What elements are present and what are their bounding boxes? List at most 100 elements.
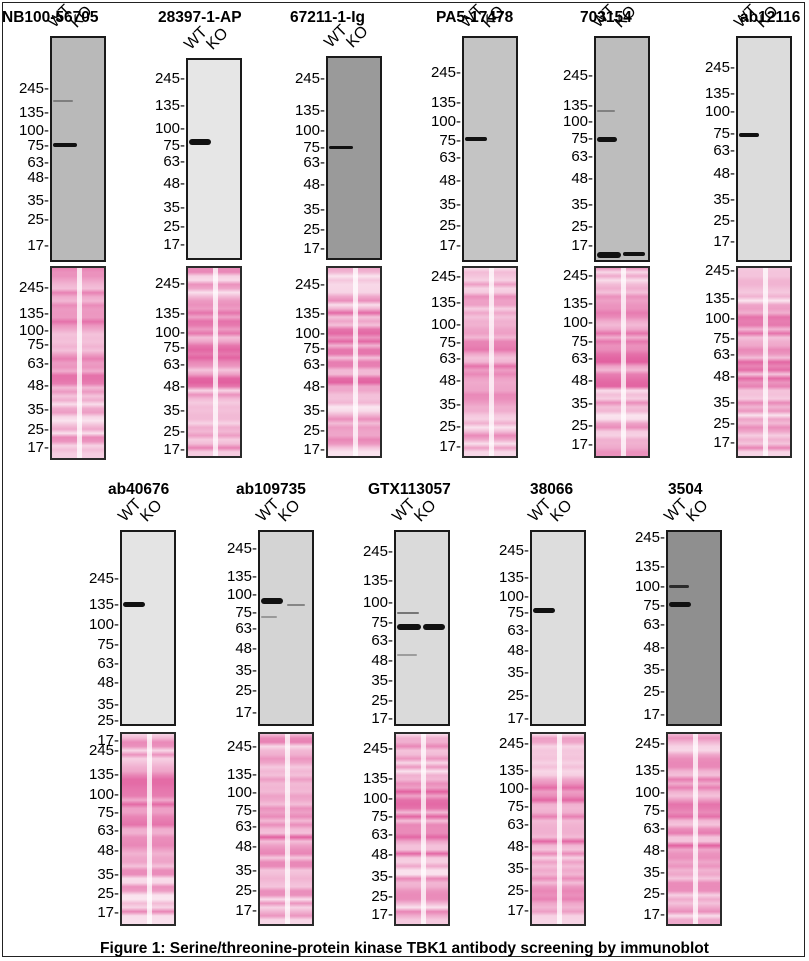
mw-marker: 48- <box>163 378 185 395</box>
mw-marker: 17- <box>235 902 257 919</box>
mw-marker: 25- <box>371 888 393 905</box>
immunoblot <box>120 530 176 726</box>
ponceau-stain <box>666 732 722 926</box>
mw-marker: 245- <box>431 64 461 81</box>
ponceau-stain <box>530 732 586 926</box>
protein-band <box>423 624 445 630</box>
immunoblot <box>258 530 314 726</box>
mw-marker: 17- <box>507 902 529 919</box>
mw-marker: 25- <box>27 421 49 438</box>
protein-band <box>397 612 419 614</box>
mw-marker: 48- <box>235 838 257 855</box>
mw-marker: 245- <box>89 570 119 587</box>
protein-band <box>623 252 645 256</box>
mw-marker: 75- <box>27 336 49 353</box>
mw-marker: 17- <box>27 439 49 456</box>
protein-band <box>739 133 759 137</box>
mw-marker: 35- <box>97 696 119 713</box>
mw-marker: 100- <box>89 616 119 633</box>
mw-marker: 245- <box>499 542 529 559</box>
mw-marker: 245- <box>563 267 593 284</box>
mw-marker: 63- <box>571 148 593 165</box>
mw-marker: 17- <box>439 237 461 254</box>
mw-marker: 35- <box>371 672 393 689</box>
ponceau-stain <box>462 266 518 458</box>
mw-marker: 100- <box>635 578 665 595</box>
mw-marker: 75- <box>371 614 393 631</box>
mw-marker: 245- <box>19 279 49 296</box>
mw-marker: 35- <box>163 199 185 216</box>
mw-marker: 135- <box>363 572 393 589</box>
mw-marker: 17- <box>27 237 49 254</box>
mw-marker: 48- <box>439 172 461 189</box>
mw-marker: 35- <box>713 191 735 208</box>
mw-marker: 35- <box>713 394 735 411</box>
mw-marker: 75- <box>643 802 665 819</box>
lane-divider <box>77 268 82 458</box>
mw-marker: 245- <box>227 540 257 557</box>
mw-marker: 48- <box>27 169 49 186</box>
mw-marker: 35- <box>27 401 49 418</box>
mw-marker: 17- <box>507 710 529 727</box>
mw-marker: 100- <box>89 786 119 803</box>
mw-marker: 35- <box>163 402 185 419</box>
immunoblot <box>326 56 382 260</box>
mw-marker: 63- <box>507 816 529 833</box>
mw-marker: 63- <box>643 820 665 837</box>
mw-marker: 75- <box>439 334 461 351</box>
mw-marker: 25- <box>303 422 325 439</box>
mw-marker: 245- <box>19 80 49 97</box>
mw-marker: 75- <box>371 808 393 825</box>
mw-marker: 48- <box>97 842 119 859</box>
lane-divider <box>285 734 290 924</box>
mw-marker: 135- <box>563 97 593 114</box>
mw-marker: 35- <box>439 396 461 413</box>
mw-marker: 25- <box>507 882 529 899</box>
mw-marker: 35- <box>371 868 393 885</box>
mw-marker: 63- <box>27 355 49 372</box>
mw-marker: 25- <box>163 218 185 235</box>
mw-marker: 245- <box>155 275 185 292</box>
mw-marker: 245- <box>89 742 119 759</box>
mw-marker: 25- <box>235 682 257 699</box>
protein-band <box>123 602 145 607</box>
mw-marker: 63- <box>371 632 393 649</box>
antibody-title: GTX113057 <box>368 481 451 499</box>
mw-marker: 135- <box>295 305 325 322</box>
mw-marker: 25- <box>439 418 461 435</box>
mw-marker: 100- <box>563 314 593 331</box>
mw-marker: 48- <box>439 372 461 389</box>
mw-marker: 25- <box>27 211 49 228</box>
mw-marker: 135- <box>295 102 325 119</box>
mw-marker: 75- <box>571 130 593 147</box>
mw-marker: 135- <box>155 97 185 114</box>
antibody-title: 67211-1-Ig <box>290 9 365 27</box>
immunoblot <box>736 36 792 262</box>
protein-band <box>669 602 691 607</box>
mw-marker: 135- <box>89 766 119 783</box>
mw-marker: 135- <box>705 290 735 307</box>
mw-marker: 100- <box>227 586 257 603</box>
mw-marker: 245- <box>295 70 325 87</box>
lane-divider <box>693 734 698 924</box>
mw-marker: 245- <box>635 735 665 752</box>
mw-marker: 25- <box>713 415 735 432</box>
mw-marker: 63- <box>713 142 735 159</box>
immunoblot <box>530 530 586 726</box>
mw-marker: 135- <box>431 294 461 311</box>
mw-marker: 35- <box>643 864 665 881</box>
mw-marker: 100- <box>499 588 529 605</box>
mw-marker: 25- <box>571 417 593 434</box>
mw-marker: 245- <box>635 529 665 546</box>
ponceau-stain <box>594 266 650 458</box>
mw-marker: 48- <box>27 377 49 394</box>
mw-marker: 48- <box>97 674 119 691</box>
mw-marker: 17- <box>163 236 185 253</box>
mw-marker: 75- <box>643 597 665 614</box>
lane-divider <box>213 268 218 456</box>
mw-marker: 48- <box>303 378 325 395</box>
lane-divider <box>763 268 768 456</box>
mw-marker: 135- <box>635 558 665 575</box>
mw-marker: 135- <box>89 596 119 613</box>
mw-marker: 48- <box>713 165 735 182</box>
